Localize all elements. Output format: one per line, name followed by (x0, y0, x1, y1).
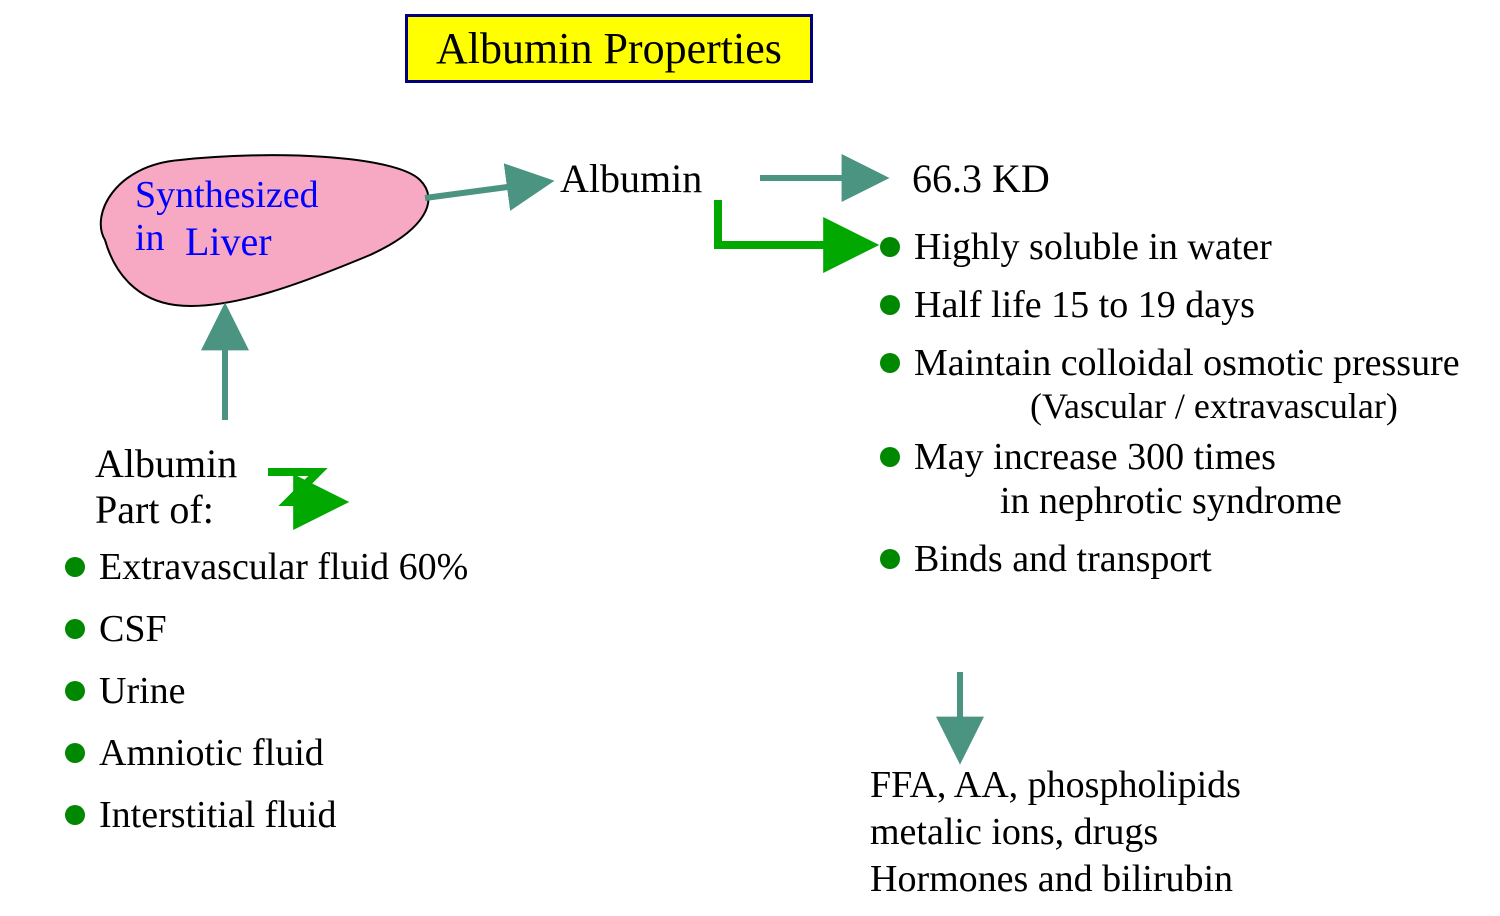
list-item: Extravascular fluid 60% (65, 545, 468, 589)
list-item-label: May increase 300 times (914, 435, 1276, 479)
liver-label-line1: Synthesized (135, 173, 319, 217)
bullet-icon (880, 447, 900, 467)
list-item: May increase 300 times in nephrotic synd… (880, 435, 1460, 523)
list-item-label: Maintain colloidal osmotic pressure (914, 341, 1460, 385)
transport-line2: metalic ions, drugs (870, 810, 1158, 854)
list-item: Highly soluble in water (880, 225, 1460, 269)
list-item-label: CSF (99, 607, 167, 651)
right-bullet-list: Highly soluble in water Half life 15 to … (880, 225, 1460, 581)
bullet-icon (65, 557, 85, 577)
molecular-weight: 66.3 KD (912, 155, 1050, 202)
bullet-icon (65, 681, 85, 701)
list-item-label: Extravascular fluid 60% (99, 545, 468, 589)
bullet-icon (65, 743, 85, 763)
list-item-label: Interstitial fluid (99, 793, 336, 837)
transport-line3: Hormones and bilirubin (870, 857, 1233, 901)
list-item-label: Binds and transport (914, 537, 1212, 581)
bullet-icon (880, 353, 900, 373)
transport-line1: FFA, AA, phospholipids (870, 763, 1241, 807)
list-item: Binds and transport (880, 537, 1460, 581)
list-item: Amniotic fluid (65, 731, 468, 775)
liver-label-line3: Liver (185, 218, 272, 265)
list-item: CSF (65, 607, 468, 651)
list-item: Half life 15 to 19 days (880, 283, 1460, 327)
bullet-icon (65, 619, 85, 639)
list-item: Maintain colloidal osmotic pressure (Vas… (880, 341, 1460, 427)
bullet-icon (65, 805, 85, 825)
list-item-label: Amniotic fluid (99, 731, 324, 775)
left-bullet-list: Extravascular fluid 60% CSF Urine Amniot… (65, 545, 468, 837)
albumin-center-label: Albumin (560, 155, 702, 202)
list-item: Urine (65, 669, 468, 713)
bullet-icon (880, 237, 900, 257)
left-heading-line1: Albumin (95, 440, 237, 487)
list-item-sub: in nephrotic syndrome (1000, 479, 1460, 523)
list-item-sub: (Vascular / extravascular) (1030, 385, 1460, 427)
list-item-label: Urine (99, 669, 186, 713)
liver-label-line2: in (135, 216, 165, 260)
left-heading-line2: Part of: (95, 486, 214, 533)
bullet-icon (880, 549, 900, 569)
list-item-label: Half life 15 to 19 days (914, 283, 1255, 327)
list-item: Interstitial fluid (65, 793, 468, 837)
list-item-label: Highly soluble in water (914, 225, 1272, 269)
bullet-icon (880, 295, 900, 315)
